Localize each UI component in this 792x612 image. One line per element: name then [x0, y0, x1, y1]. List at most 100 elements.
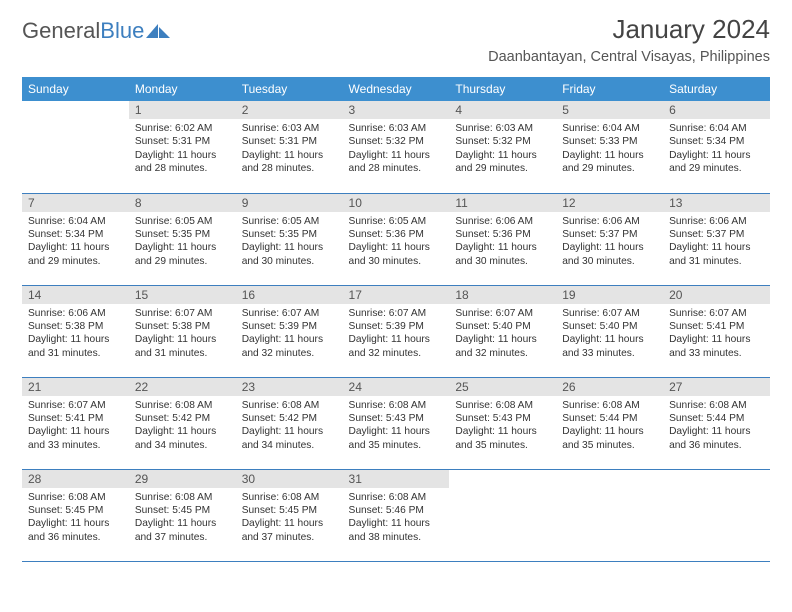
logo-part2: Blue: [100, 18, 144, 43]
daylight-line1: Daylight: 11 hours: [349, 425, 444, 438]
daylight-line1: Daylight: 11 hours: [242, 425, 337, 438]
day-header: Saturday: [663, 77, 770, 101]
daylight-line1: Daylight: 11 hours: [242, 333, 337, 346]
sunrise-text: Sunrise: 6:05 AM: [349, 215, 444, 228]
sunset-text: Sunset: 5:44 PM: [562, 412, 657, 425]
day-number: 8: [129, 194, 236, 212]
sunrise-text: Sunrise: 6:06 AM: [455, 215, 550, 228]
calendar-day-cell: 16Sunrise: 6:07 AMSunset: 5:39 PMDayligh…: [236, 285, 343, 377]
sunset-text: Sunset: 5:42 PM: [135, 412, 230, 425]
sunrise-text: Sunrise: 6:08 AM: [349, 491, 444, 504]
day-body: Sunrise: 6:07 AMSunset: 5:41 PMDaylight:…: [663, 304, 770, 365]
sunrise-text: Sunrise: 6:08 AM: [669, 399, 764, 412]
day-number: 25: [449, 378, 556, 396]
day-number: 21: [22, 378, 129, 396]
daylight-line1: Daylight: 11 hours: [135, 517, 230, 530]
daylight-line1: Daylight: 11 hours: [349, 517, 444, 530]
sunrise-text: Sunrise: 6:08 AM: [562, 399, 657, 412]
calendar-week-row: 14Sunrise: 6:06 AMSunset: 5:38 PMDayligh…: [22, 285, 770, 377]
calendar-day-cell: 27Sunrise: 6:08 AMSunset: 5:44 PMDayligh…: [663, 377, 770, 469]
day-number: 10: [343, 194, 450, 212]
day-number: 5: [556, 101, 663, 119]
sunset-text: Sunset: 5:32 PM: [455, 135, 550, 148]
day-body: Sunrise: 6:02 AMSunset: 5:31 PMDaylight:…: [129, 119, 236, 180]
day-number: 28: [22, 470, 129, 488]
day-number: 30: [236, 470, 343, 488]
logo-sail-icon: [146, 22, 172, 40]
sunset-text: Sunset: 5:39 PM: [349, 320, 444, 333]
daylight-line2: and 37 minutes.: [242, 531, 337, 544]
sunset-text: Sunset: 5:34 PM: [669, 135, 764, 148]
daylight-line2: and 33 minutes.: [669, 347, 764, 360]
daylight-line1: Daylight: 11 hours: [669, 333, 764, 346]
sunset-text: Sunset: 5:42 PM: [242, 412, 337, 425]
calendar-week-row: 1Sunrise: 6:02 AMSunset: 5:31 PMDaylight…: [22, 101, 770, 193]
calendar-day-cell: 17Sunrise: 6:07 AMSunset: 5:39 PMDayligh…: [343, 285, 450, 377]
calendar-body: 1Sunrise: 6:02 AMSunset: 5:31 PMDaylight…: [22, 101, 770, 561]
sunset-text: Sunset: 5:38 PM: [28, 320, 123, 333]
day-number: 19: [556, 286, 663, 304]
sunrise-text: Sunrise: 6:05 AM: [242, 215, 337, 228]
day-body: Sunrise: 6:04 AMSunset: 5:33 PMDaylight:…: [556, 119, 663, 180]
daylight-line2: and 31 minutes.: [669, 255, 764, 268]
daylight-line1: Daylight: 11 hours: [28, 241, 123, 254]
daylight-line1: Daylight: 11 hours: [562, 425, 657, 438]
sunset-text: Sunset: 5:46 PM: [349, 504, 444, 517]
sunrise-text: Sunrise: 6:04 AM: [28, 215, 123, 228]
daylight-line1: Daylight: 11 hours: [28, 517, 123, 530]
day-body: Sunrise: 6:08 AMSunset: 5:42 PMDaylight:…: [129, 396, 236, 457]
sunrise-text: Sunrise: 6:07 AM: [455, 307, 550, 320]
daylight-line2: and 32 minutes.: [455, 347, 550, 360]
sunset-text: Sunset: 5:37 PM: [562, 228, 657, 241]
daylight-line2: and 30 minutes.: [349, 255, 444, 268]
day-body: Sunrise: 6:08 AMSunset: 5:44 PMDaylight:…: [556, 396, 663, 457]
daylight-line1: Daylight: 11 hours: [135, 149, 230, 162]
sunset-text: Sunset: 5:34 PM: [28, 228, 123, 241]
calendar-day-cell: [449, 469, 556, 561]
calendar-day-cell: 11Sunrise: 6:06 AMSunset: 5:36 PMDayligh…: [449, 193, 556, 285]
calendar-week-row: 28Sunrise: 6:08 AMSunset: 5:45 PMDayligh…: [22, 469, 770, 561]
day-body: Sunrise: 6:06 AMSunset: 5:37 PMDaylight:…: [556, 212, 663, 273]
day-body: Sunrise: 6:07 AMSunset: 5:39 PMDaylight:…: [343, 304, 450, 365]
daylight-line2: and 29 minutes.: [135, 255, 230, 268]
sunset-text: Sunset: 5:41 PM: [28, 412, 123, 425]
sunrise-text: Sunrise: 6:06 AM: [562, 215, 657, 228]
day-number: 15: [129, 286, 236, 304]
day-number: 12: [556, 194, 663, 212]
daylight-line2: and 37 minutes.: [135, 531, 230, 544]
daylight-line2: and 31 minutes.: [135, 347, 230, 360]
calendar-day-cell: 12Sunrise: 6:06 AMSunset: 5:37 PMDayligh…: [556, 193, 663, 285]
day-body: Sunrise: 6:07 AMSunset: 5:38 PMDaylight:…: [129, 304, 236, 365]
location-text: Daanbantayan, Central Visayas, Philippin…: [488, 49, 770, 65]
sunset-text: Sunset: 5:38 PM: [135, 320, 230, 333]
sunset-text: Sunset: 5:39 PM: [242, 320, 337, 333]
day-body: Sunrise: 6:08 AMSunset: 5:46 PMDaylight:…: [343, 488, 450, 549]
day-number: 14: [22, 286, 129, 304]
sunset-text: Sunset: 5:31 PM: [135, 135, 230, 148]
calendar-day-cell: 23Sunrise: 6:08 AMSunset: 5:42 PMDayligh…: [236, 377, 343, 469]
day-body: Sunrise: 6:08 AMSunset: 5:42 PMDaylight:…: [236, 396, 343, 457]
daylight-line2: and 28 minutes.: [242, 162, 337, 175]
sunrise-text: Sunrise: 6:07 AM: [562, 307, 657, 320]
day-number: 7: [22, 194, 129, 212]
sunset-text: Sunset: 5:44 PM: [669, 412, 764, 425]
daylight-line2: and 38 minutes.: [349, 531, 444, 544]
day-body: Sunrise: 6:08 AMSunset: 5:45 PMDaylight:…: [236, 488, 343, 549]
logo: GeneralBlue: [22, 18, 172, 44]
sunrise-text: Sunrise: 6:08 AM: [455, 399, 550, 412]
sunset-text: Sunset: 5:40 PM: [455, 320, 550, 333]
daylight-line2: and 29 minutes.: [455, 162, 550, 175]
sunset-text: Sunset: 5:45 PM: [242, 504, 337, 517]
calendar-day-cell: 4Sunrise: 6:03 AMSunset: 5:32 PMDaylight…: [449, 101, 556, 193]
sunrise-text: Sunrise: 6:08 AM: [349, 399, 444, 412]
calendar-day-cell: 7 Sunrise: 6:04 AMSunset: 5:34 PMDaylight…: [22, 193, 129, 285]
day-body: Sunrise: 6:08 AMSunset: 5:43 PMDaylight:…: [449, 396, 556, 457]
calendar-head: SundayMondayTuesdayWednesdayThursdayFrid…: [22, 77, 770, 101]
day-header: Monday: [129, 77, 236, 101]
calendar-day-cell: 15Sunrise: 6:07 AMSunset: 5:38 PMDayligh…: [129, 285, 236, 377]
daylight-line1: Daylight: 11 hours: [135, 241, 230, 254]
daylight-line2: and 36 minutes.: [669, 439, 764, 452]
daylight-line1: Daylight: 11 hours: [349, 149, 444, 162]
day-body: Sunrise: 6:08 AMSunset: 5:45 PMDaylight:…: [129, 488, 236, 549]
calendar-day-cell: 5Sunrise: 6:04 AMSunset: 5:33 PMDaylight…: [556, 101, 663, 193]
